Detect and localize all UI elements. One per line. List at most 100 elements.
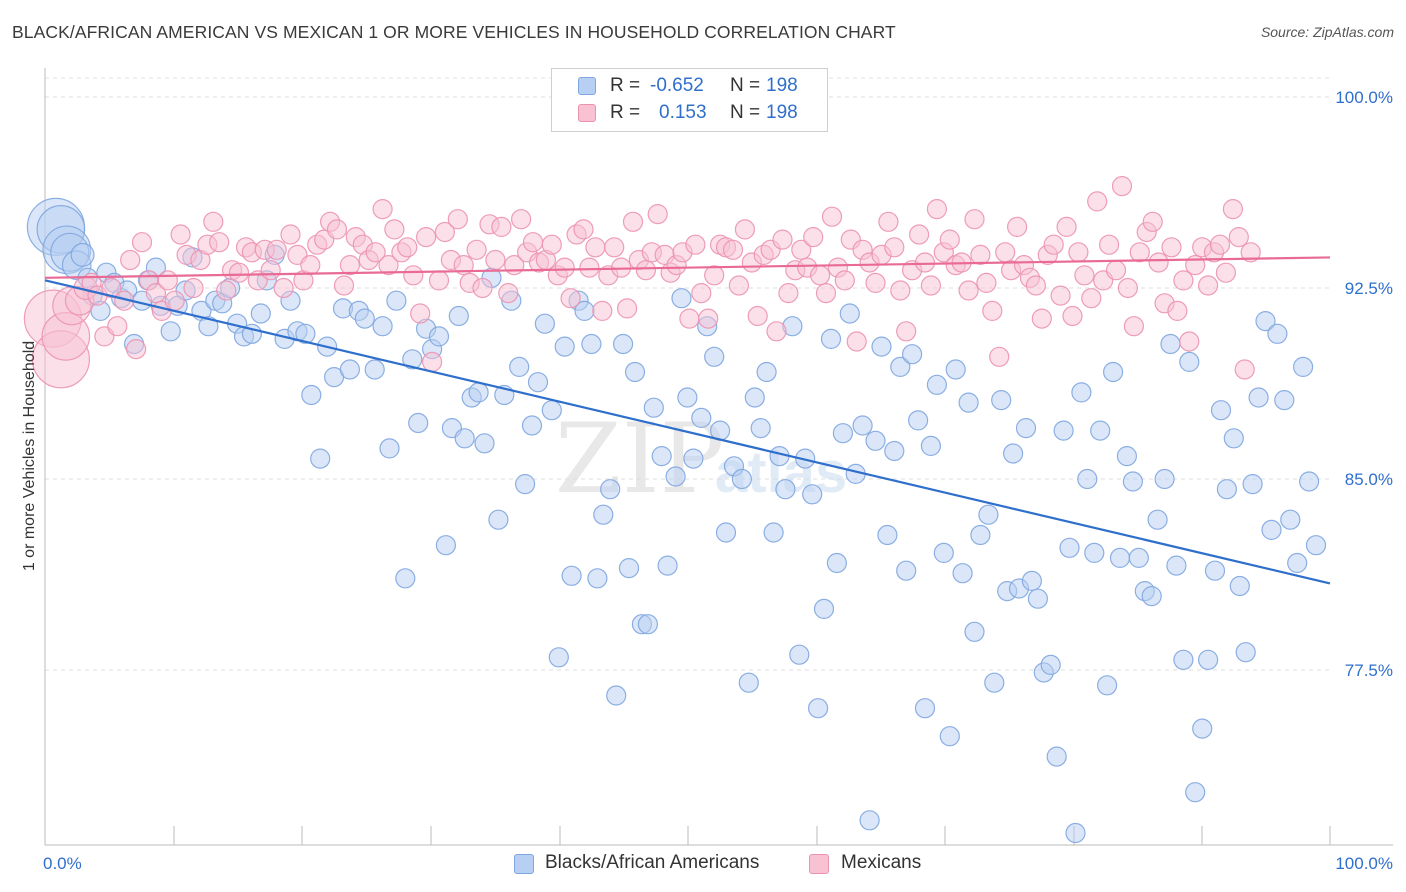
- point-mexicans: [803, 227, 824, 248]
- r-value: 0.153: [659, 102, 707, 123]
- point-mexicans: [1179, 331, 1200, 352]
- point-blacks: [1248, 387, 1269, 408]
- point-mexicans: [209, 232, 230, 253]
- point-mexicans: [970, 244, 991, 265]
- point-blacks: [952, 563, 973, 584]
- r-label: R =: [610, 75, 641, 96]
- point-blacks: [548, 647, 569, 668]
- point-blacks: [1274, 390, 1295, 411]
- point-mexicans: [791, 239, 812, 260]
- point-mexicans: [908, 224, 930, 245]
- x-tick-label: 100.0%: [1335, 854, 1393, 873]
- point-blacks: [301, 384, 322, 406]
- point-mexicans: [384, 219, 405, 240]
- point-blacks: [756, 361, 777, 383]
- point-blacks: [920, 435, 942, 456]
- point-mexicans: [896, 321, 917, 342]
- point-mexicans: [1222, 199, 1244, 220]
- point-mexicans: [365, 242, 386, 263]
- point-blacks: [896, 560, 917, 581]
- point-blacks: [775, 479, 796, 500]
- point-blacks: [643, 397, 664, 418]
- point-mexicans: [635, 260, 657, 281]
- point-blacks: [1179, 351, 1200, 372]
- y-axis-label: 1 or more Vehicles in Household: [21, 341, 38, 571]
- point-blacks: [926, 374, 948, 395]
- point-mexicans: [300, 255, 321, 276]
- point-blacks: [1027, 588, 1049, 609]
- point-blacks: [871, 336, 892, 357]
- point-mexicans: [914, 252, 936, 273]
- point-mexicans: [1006, 216, 1028, 237]
- point-blacks: [1065, 822, 1086, 844]
- r-value: -0.652: [650, 75, 704, 96]
- point-mexicans: [1148, 252, 1169, 273]
- point-mexicans: [203, 211, 224, 232]
- point-mexicans: [1123, 316, 1145, 337]
- point-blacks: [379, 438, 400, 459]
- point-mexicans: [1062, 305, 1083, 327]
- point-blacks: [386, 290, 407, 311]
- point-blacks: [1090, 420, 1111, 441]
- point-mexicans: [1068, 242, 1089, 263]
- point-mexicans: [616, 298, 638, 319]
- point-mexicans: [183, 277, 204, 299]
- point-blacks: [865, 430, 886, 451]
- point-blacks: [448, 305, 469, 327]
- n-value: 198: [766, 102, 798, 123]
- point-mexicans: [815, 283, 837, 304]
- series-blacks-points: [26, 197, 1327, 844]
- point-mexicans: [747, 305, 768, 327]
- point-mexicans: [989, 346, 1010, 367]
- point-blacks: [1122, 471, 1144, 492]
- point-blacks: [364, 359, 385, 380]
- legend-swatch-pink: [578, 104, 596, 122]
- point-mexicans: [846, 331, 867, 352]
- point-mexicans: [541, 234, 562, 255]
- point-mexicans: [510, 209, 532, 230]
- point-mexicans: [1031, 308, 1052, 329]
- source-label: Source: ZipAtlas.com: [1260, 24, 1394, 40]
- trend-line-mexicans: [44, 256, 1331, 279]
- point-mexicans: [491, 216, 512, 237]
- point-mexicans: [698, 308, 719, 329]
- point-blacks: [339, 359, 360, 380]
- n-label: N =: [730, 102, 761, 123]
- point-blacks: [1235, 642, 1256, 663]
- point-blacks: [606, 685, 627, 706]
- point-blacks: [715, 522, 737, 543]
- point-mexicans: [260, 260, 281, 281]
- point-mexicans: [378, 255, 399, 276]
- point-mexicans: [982, 300, 1003, 321]
- point-blacks: [1109, 547, 1131, 569]
- point-blacks: [1261, 519, 1282, 541]
- point-mexicans: [1117, 277, 1139, 299]
- grid-lines: [45, 77, 1330, 671]
- point-mexicans: [679, 308, 700, 329]
- point-blacks: [514, 474, 536, 495]
- point-blacks: [1102, 361, 1124, 383]
- point-blacks: [587, 568, 608, 589]
- point-mexicans: [101, 277, 122, 299]
- point-blacks: [70, 242, 95, 267]
- point-blacks: [527, 372, 549, 393]
- point-mexicans: [126, 339, 147, 360]
- point-mexicans: [865, 272, 886, 293]
- point-mexicans: [926, 199, 948, 220]
- point-blacks: [534, 313, 556, 334]
- point-mexicans: [573, 219, 594, 240]
- point-blacks: [541, 400, 562, 421]
- point-blacks: [1002, 443, 1024, 464]
- point-mexicans: [579, 257, 600, 278]
- point-blacks: [521, 415, 543, 436]
- point-blacks: [945, 359, 966, 380]
- point-mexicans: [422, 351, 443, 372]
- point-mexicans: [939, 229, 960, 250]
- point-blacks: [991, 390, 1012, 411]
- point-mexicans: [339, 255, 360, 276]
- point-blacks: [354, 308, 375, 329]
- point-mexicans: [1081, 288, 1102, 309]
- point-mexicans: [326, 219, 348, 240]
- point-mexicans: [1173, 270, 1194, 291]
- point-blacks: [820, 328, 842, 349]
